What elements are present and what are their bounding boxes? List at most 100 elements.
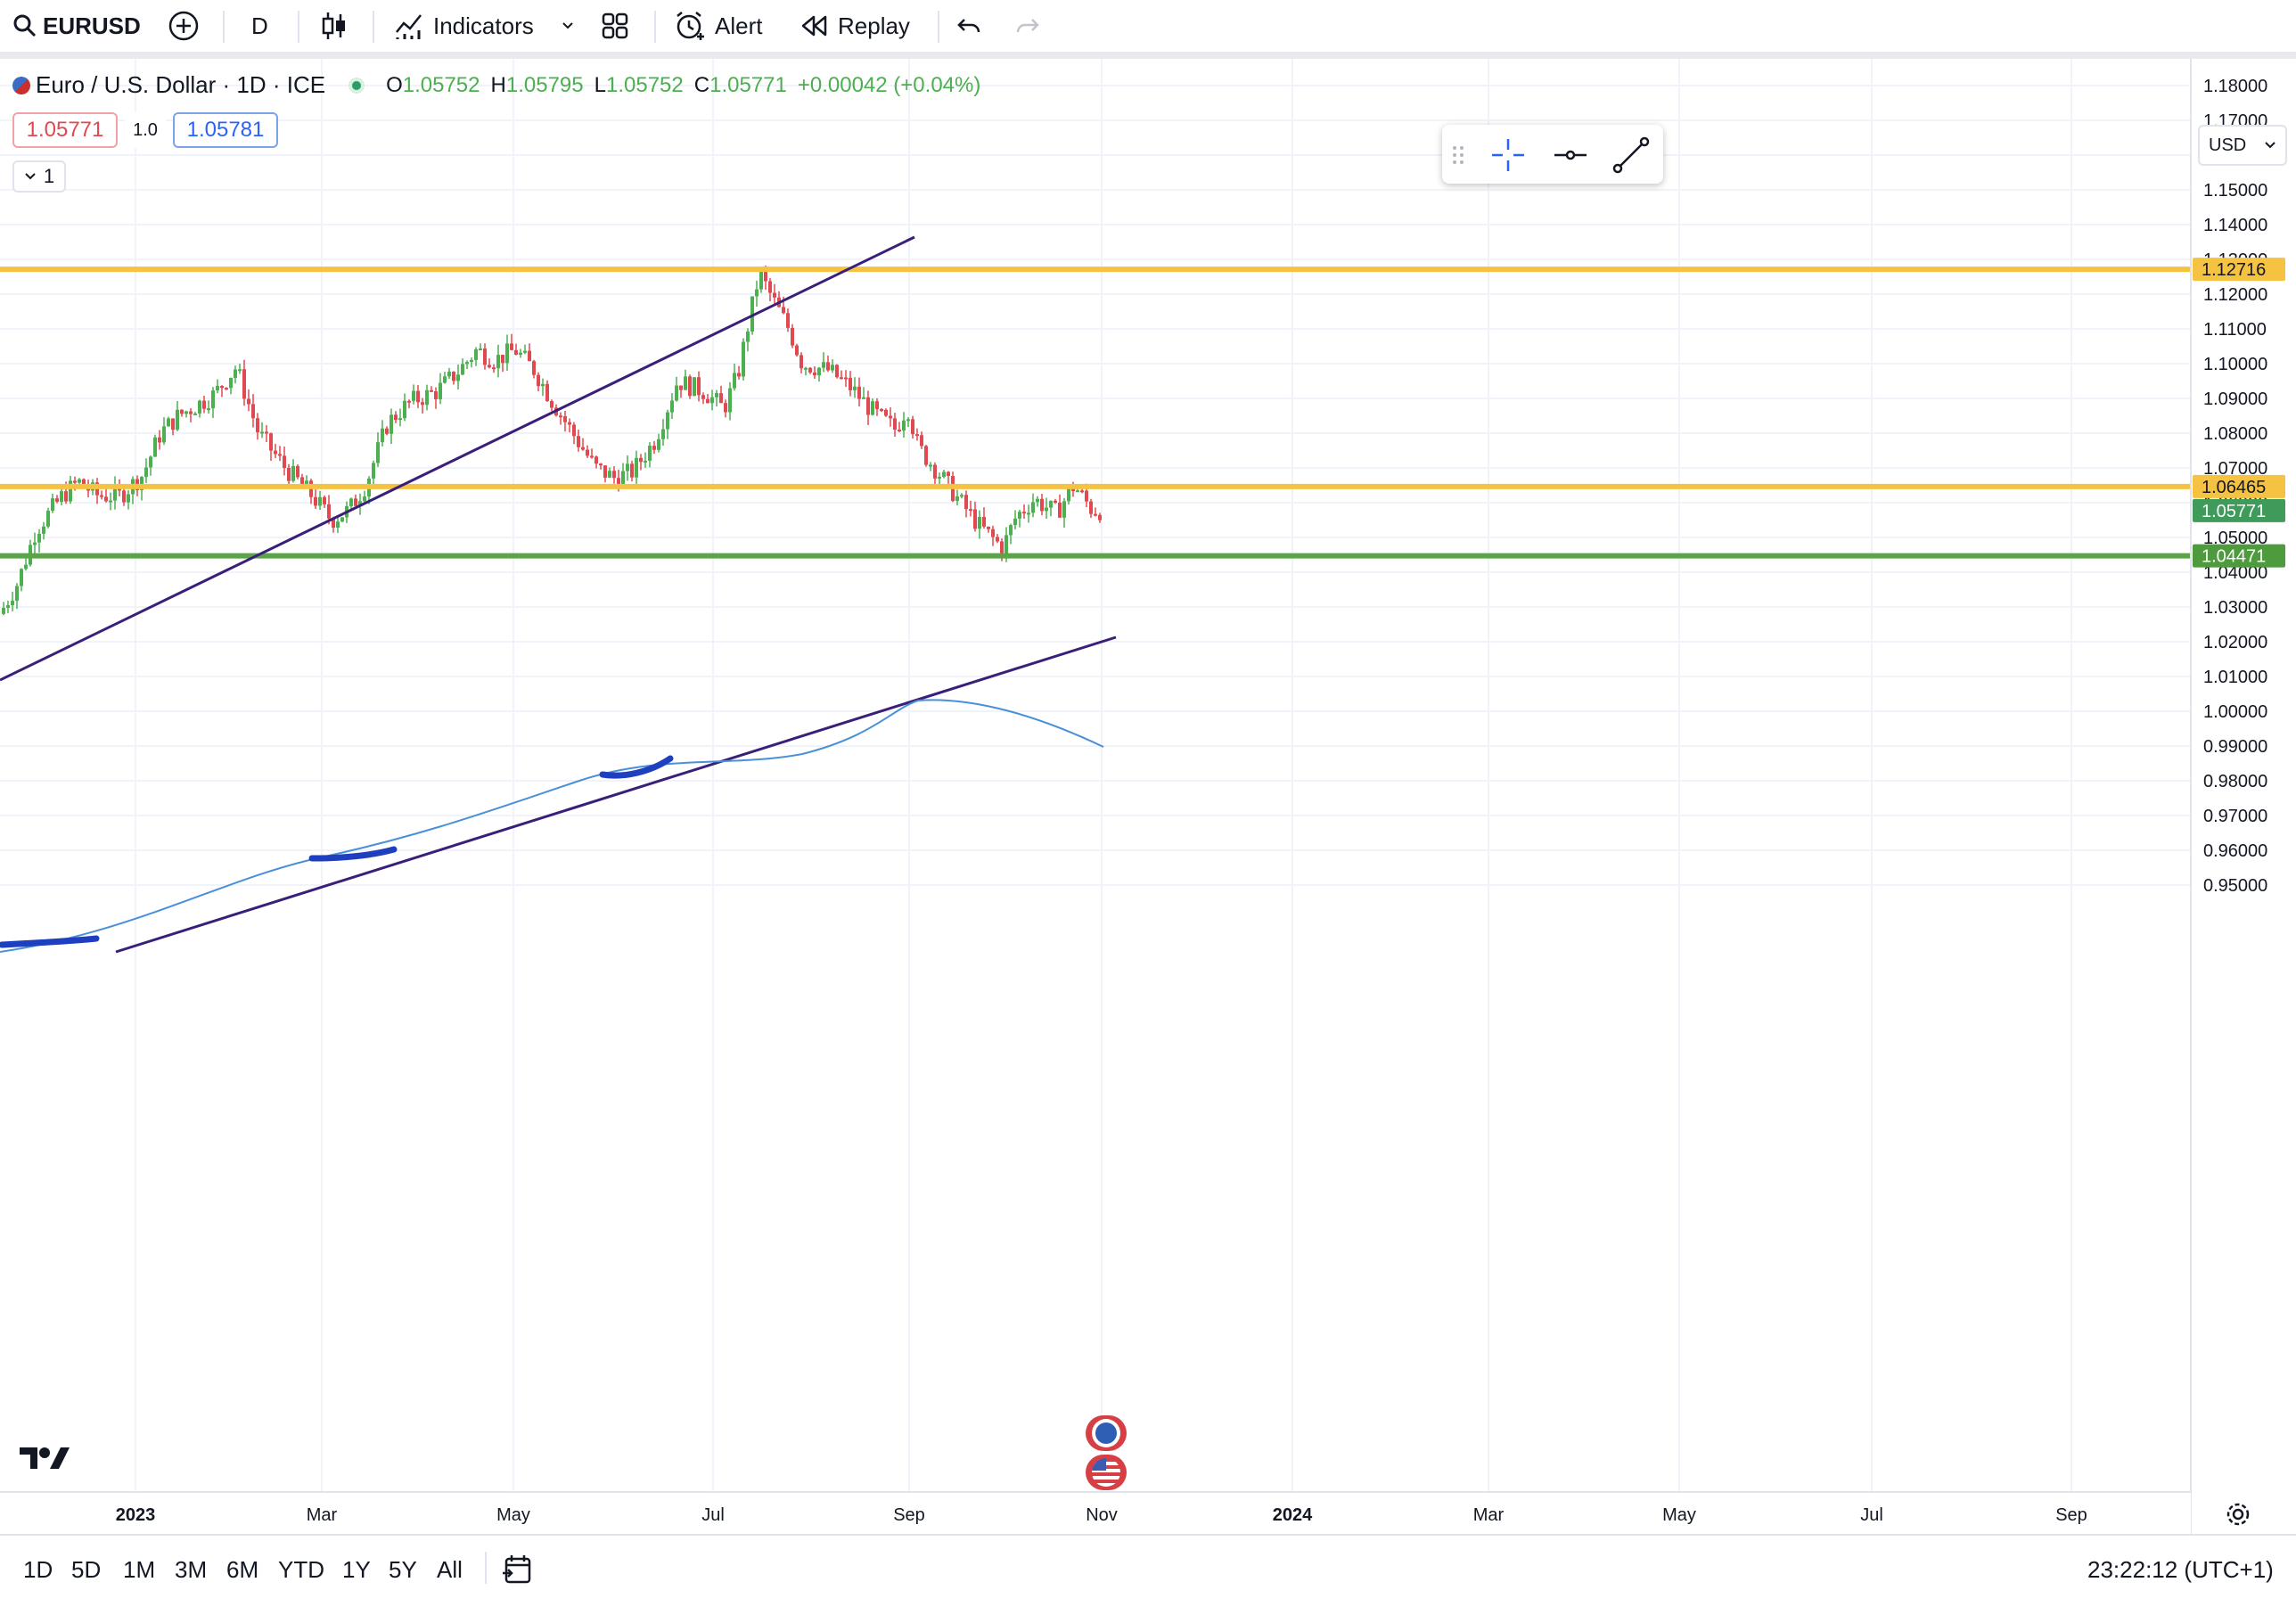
drag-handle-icon[interactable] bbox=[1451, 144, 1465, 166]
clock-timezone[interactable]: 23:22:12 (UTC+1) bbox=[2087, 1536, 2274, 1603]
candle-body bbox=[866, 397, 870, 415]
interval-button[interactable]: D bbox=[251, 0, 268, 52]
candle-body bbox=[398, 418, 402, 421]
candle-body bbox=[603, 465, 607, 478]
candle-body bbox=[269, 433, 273, 451]
candle-body bbox=[327, 504, 331, 519]
indicators-dropdown-button[interactable] bbox=[560, 0, 576, 52]
sell-price-button[interactable]: 1.05771 bbox=[12, 112, 118, 148]
divider bbox=[298, 11, 299, 43]
candle-body bbox=[430, 389, 433, 392]
candle-body bbox=[229, 377, 233, 389]
symbol-search-button[interactable]: EURUSD bbox=[12, 0, 141, 52]
candle-body bbox=[840, 377, 843, 380]
eu-event-icon[interactable] bbox=[1086, 1415, 1127, 1451]
compare-symbol-button[interactable] bbox=[168, 0, 200, 52]
chevron-down-icon bbox=[2265, 142, 2276, 149]
replay-button[interactable]: Replay bbox=[800, 0, 910, 52]
candle-body bbox=[991, 529, 995, 537]
range-button-1y[interactable]: 1Y bbox=[342, 1555, 371, 1583]
time-tick-label: Nov bbox=[1086, 1505, 1118, 1525]
tradingview-logo[interactable] bbox=[20, 1446, 70, 1471]
range-button-5y[interactable]: 5Y bbox=[389, 1555, 417, 1583]
range-button-ytd[interactable]: YTD bbox=[278, 1555, 324, 1583]
price-chart[interactable]: 1.180001.170001.160001.150001.140001.130… bbox=[0, 59, 2296, 1534]
time-tick-label: Sep bbox=[893, 1505, 925, 1525]
range-button-5d[interactable]: 5D bbox=[71, 1555, 102, 1583]
chart-type-button[interactable] bbox=[321, 0, 348, 52]
range-button-6m[interactable]: 6M bbox=[226, 1555, 259, 1583]
candle-body bbox=[915, 434, 919, 437]
candle-body bbox=[938, 476, 941, 479]
candle-body bbox=[684, 376, 687, 390]
candle-body bbox=[340, 517, 344, 522]
candle-body bbox=[265, 431, 268, 434]
range-button-3m[interactable]: 3M bbox=[175, 1555, 208, 1583]
candle-body bbox=[599, 463, 603, 466]
rewind-icon bbox=[801, 15, 827, 37]
candle-body bbox=[768, 281, 772, 293]
candle-body bbox=[354, 498, 357, 506]
range-button-all[interactable]: All bbox=[437, 1555, 463, 1583]
alert-button[interactable]: Alert bbox=[674, 0, 762, 52]
divider bbox=[485, 1552, 487, 1584]
divider bbox=[373, 11, 374, 43]
price-tick-label: 1.12000 bbox=[2203, 285, 2267, 305]
layouts-button[interactable] bbox=[601, 0, 629, 52]
range-button-1m[interactable]: 1M bbox=[123, 1555, 156, 1583]
candle-body bbox=[541, 383, 545, 387]
candle-body bbox=[759, 271, 763, 290]
time-tick-label: 2024 bbox=[1273, 1505, 1313, 1525]
us-event-icon[interactable] bbox=[1086, 1455, 1127, 1490]
candle-body bbox=[42, 526, 45, 534]
symbol-title[interactable]: Euro / U.S. Dollar · 1D · ICE bbox=[36, 71, 326, 98]
indicators-button[interactable]: Indicators bbox=[394, 0, 534, 52]
channel-upper-line bbox=[0, 235, 915, 682]
go-to-date-button[interactable] bbox=[501, 1536, 533, 1603]
candle-body bbox=[791, 327, 794, 346]
price-tick-label: 1.00000 bbox=[2203, 702, 2267, 722]
time-tick-label: 2023 bbox=[116, 1505, 156, 1525]
highlight-brush-stroke bbox=[0, 935, 100, 948]
candle-body bbox=[1013, 518, 1017, 526]
candle-body bbox=[652, 446, 656, 450]
candle-body bbox=[171, 418, 175, 430]
candle-body bbox=[621, 471, 625, 488]
undo-button[interactable] bbox=[955, 0, 982, 52]
candle-body bbox=[853, 386, 857, 390]
horizontal-line-tool-icon[interactable] bbox=[1553, 137, 1588, 173]
time-tick-label: Jul bbox=[701, 1505, 725, 1525]
settings-gear-icon[interactable] bbox=[2225, 1501, 2251, 1528]
candle-body bbox=[804, 367, 808, 370]
legend-collapse-button[interactable]: 1 bbox=[12, 160, 66, 193]
candle-body bbox=[742, 341, 745, 377]
candle-body bbox=[144, 467, 148, 478]
redo-button[interactable] bbox=[1014, 0, 1041, 52]
candle-body bbox=[496, 355, 500, 369]
candle-body bbox=[893, 418, 897, 430]
chart-area[interactable]: 1.180001.170001.160001.150001.140001.130… bbox=[0, 59, 2296, 1534]
price-tick-label: 1.05000 bbox=[2203, 529, 2267, 548]
trend-line-tool-icon[interactable] bbox=[1611, 135, 1651, 175]
undo-icon bbox=[957, 19, 980, 33]
range-button-1d[interactable]: 1D bbox=[23, 1555, 53, 1583]
price-tick-label: 1.01000 bbox=[2203, 668, 2267, 687]
candle-body bbox=[1085, 490, 1088, 502]
buy-price: 1.05781 bbox=[186, 118, 265, 142]
highlight-brush-stroke bbox=[308, 846, 398, 862]
candle-body bbox=[822, 362, 825, 368]
price-tick-label: 1.08000 bbox=[2203, 424, 2267, 444]
crosshair-icon[interactable] bbox=[1490, 137, 1526, 173]
buy-price-button[interactable]: 1.05781 bbox=[173, 112, 278, 148]
candle-body bbox=[715, 393, 718, 398]
candle-body bbox=[127, 494, 130, 503]
candle-body bbox=[323, 496, 326, 504]
candle-body bbox=[947, 471, 950, 477]
candle-body bbox=[109, 500, 112, 503]
candle-body bbox=[755, 289, 758, 297]
candle-body bbox=[724, 403, 727, 413]
candle-body bbox=[857, 386, 861, 399]
channel-lower-line bbox=[115, 635, 1117, 954]
candle-body bbox=[933, 464, 937, 479]
currency-select[interactable]: USD bbox=[2198, 125, 2287, 166]
